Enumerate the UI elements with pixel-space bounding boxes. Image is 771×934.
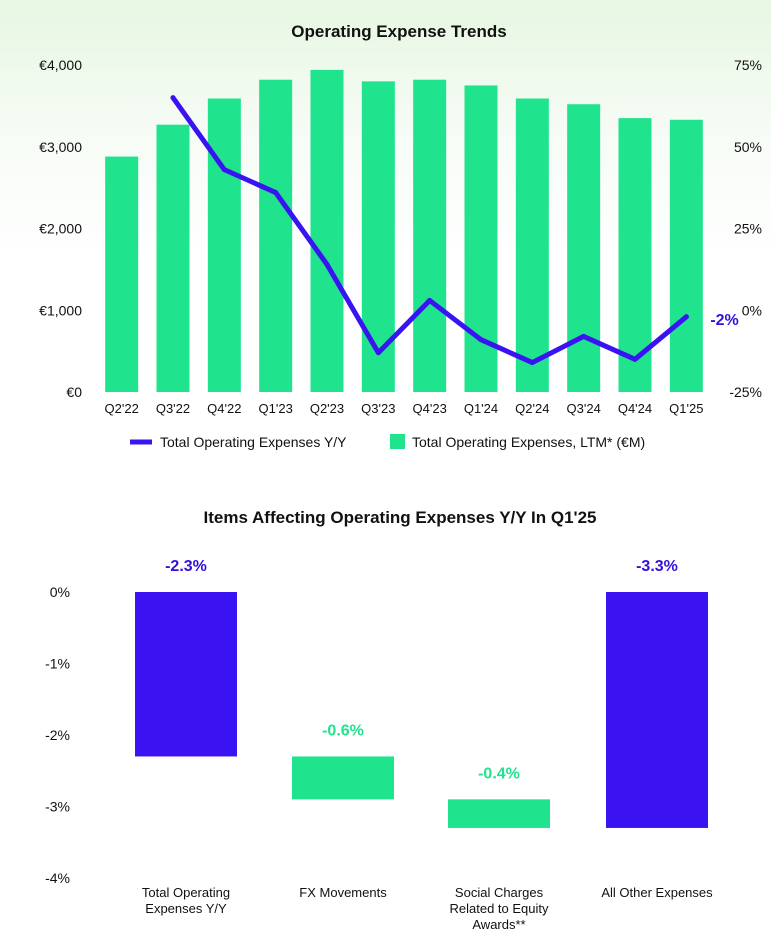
x-tick-label: Q1'24 [464,401,498,416]
x-tick-label: Q3'24 [567,401,601,416]
x-tick-label: Q1'25 [669,401,703,416]
x-tick-label: Q2'23 [310,401,344,416]
bar-q3-22 [156,124,190,393]
y-axis-tick: -1% [45,656,70,672]
right-axis-tick: 50% [734,139,762,155]
waterfall-bar-all-other-expenses [606,592,708,828]
left-axis-tick: €4,000 [39,57,82,73]
right-axis-tick: 0% [742,302,762,318]
legend-label-ltm: Total Operating Expenses, LTM* (€M) [412,434,645,450]
left-axis-tick: €0 [66,384,82,400]
yoy-end-label: -2% [710,312,738,329]
yoy-point-q1-23 [273,190,279,196]
yoy-point-q4-22 [221,167,227,173]
y-axis-tick: -4% [45,870,70,886]
x-tick-label: Q3'22 [156,401,190,416]
bar-q2-23 [310,69,344,392]
waterfall-label-total-operating-expenses-y-y: -2.3% [165,558,207,575]
category-label: Total Operating Expenses Y/Y [142,885,230,916]
yoy-point-q2-24 [529,360,535,366]
bar-q2-24 [515,98,549,392]
waterfall-bar-fx-movements [292,756,394,800]
waterfall-label-social-charges-related-to-equity-awards: -0.4% [478,765,520,782]
right-axis-tick: 75% [734,57,762,73]
x-tick-label: Q4'23 [413,401,447,416]
x-tick-label: Q1'23 [259,401,293,416]
bar-q4-22 [207,98,241,392]
bar-q4-24 [618,118,652,392]
waterfall-bar-total-operating-expenses-y-y [135,592,237,757]
yoy-point-q1-24 [478,337,484,343]
y-axis-tick: -2% [45,727,70,743]
x-tick-label: Q2'24 [515,401,549,416]
bar-q2-22 [105,156,139,392]
chart-title: Items Affecting Operating Expenses Y/Y I… [204,508,597,527]
legend: Total Operating Expenses Y/Y Total Operat… [130,434,645,450]
legend-label-yoy: Total Operating Expenses Y/Y [160,434,347,450]
yoy-point-q1-25 [683,314,689,320]
category-label: All Other Expenses [601,885,713,900]
yoy-point-q4-23 [427,297,433,303]
y-axis-tick: -3% [45,799,70,815]
x-tick-label: Q3'23 [361,401,395,416]
right-axis-tick: -25% [729,384,762,400]
y-axis-tick: 0% [50,584,70,600]
yoy-point-q3-22 [170,95,176,101]
yoy-point-q3-24 [581,333,587,339]
category-label: FX Movements [299,885,387,900]
left-axis-tick: €2,000 [39,221,82,237]
x-tick-label: Q4'24 [618,401,652,416]
bar-q1-23 [259,79,293,392]
bar-q4-23 [413,79,447,392]
waterfall-label-all-other-expenses: -3.3% [636,558,678,575]
bar-q3-24 [567,104,601,393]
yoy-point-q2-23 [324,261,330,267]
waterfall-label-fx-movements: -0.6% [322,722,364,739]
category-label: Social Charges Related to Equity Awards** [449,885,549,932]
left-axis-tick: €1,000 [39,302,82,318]
yoy-point-q4-24 [632,356,638,362]
opex-trends-chart: Operating Expense Trends €0 €1,000 €2,000 €3… [39,22,762,450]
bar-q1-25 [669,119,703,393]
chart-title: Operating Expense Trends [291,22,506,41]
right-axis-tick: 25% [734,221,762,237]
opex-items-waterfall: Items Affecting Operating Expenses Y/Y I… [45,508,713,932]
x-tick-label: Q4'22 [207,401,241,416]
left-axis-tick: €3,000 [39,139,82,155]
bar-q3-23 [361,81,395,392]
yoy-point-q3-23 [375,350,381,356]
waterfall-bar-social-charges-related-to-equity-awards [448,799,550,828]
x-tick-label: Q2'22 [105,401,139,416]
legend-bar-swatch [390,434,405,449]
